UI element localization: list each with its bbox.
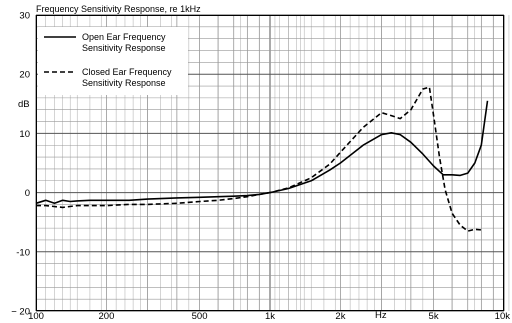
y-tick-label: 10 bbox=[19, 129, 30, 140]
chart-title: Frequency Sensitivity Response, re 1kHz bbox=[36, 4, 201, 14]
plot-frame bbox=[36, 15, 504, 311]
y-tick-label: − 20 bbox=[11, 307, 30, 318]
y-tick-label: 20 bbox=[19, 70, 30, 81]
y-tick-label: 30 bbox=[19, 11, 30, 22]
legend-box bbox=[38, 27, 188, 95]
legend-label: Closed Ear Frequency bbox=[82, 67, 172, 77]
y-tick-label: 0 bbox=[25, 188, 30, 199]
y-axis-label: dB bbox=[18, 99, 30, 110]
x-tick-label: 500 bbox=[192, 311, 208, 322]
y-tick-label: -10 bbox=[16, 247, 30, 258]
x-tick-label: 1k bbox=[265, 311, 275, 322]
legend-label: Sensitivity Response bbox=[82, 43, 166, 53]
x-tick-label: 100 bbox=[28, 311, 44, 322]
legend-label: Sensitivity Response bbox=[82, 78, 166, 88]
series-layer bbox=[35, 86, 489, 232]
closed-ear-series-line bbox=[36, 86, 482, 232]
x-tick-label: 200 bbox=[99, 311, 115, 322]
x-tick-label: 5k bbox=[429, 311, 439, 322]
x-axis-label: Hz bbox=[375, 310, 387, 321]
x-tick-label: 10k bbox=[495, 311, 511, 322]
legend-label: Open Ear Frequency bbox=[82, 32, 166, 42]
x-tick-label: 2k bbox=[335, 311, 345, 322]
open-ear-series-line bbox=[35, 100, 489, 205]
